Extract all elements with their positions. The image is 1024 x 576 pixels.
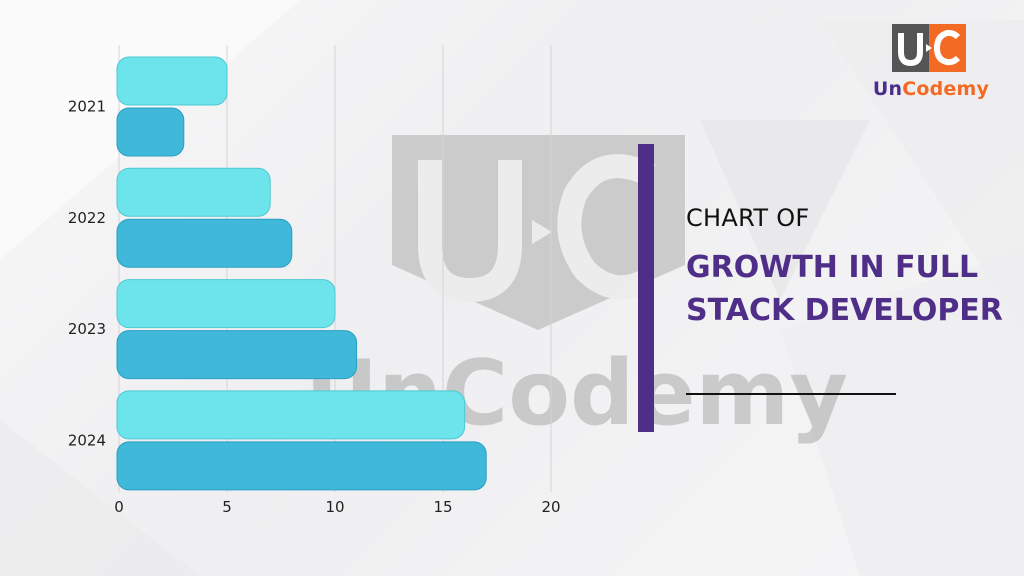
uc-logo-mark xyxy=(892,24,966,72)
x-tick-label: 0 xyxy=(114,498,124,516)
category-labels: 2021 2022 2023 2024 xyxy=(68,98,106,450)
title-accent-bar xyxy=(638,144,654,432)
title-underline xyxy=(686,393,896,395)
bars xyxy=(116,56,487,491)
x-tick-label: 10 xyxy=(325,498,344,516)
logo-wordmark-codemy: Codemy xyxy=(902,78,990,100)
category-label-2023: 2023 xyxy=(68,320,106,338)
bar-2024-1 xyxy=(116,390,466,440)
bar-chart: 2021 2022 2023 2024 0 5 10 15 20 xyxy=(68,45,561,516)
x-tick-label: 20 xyxy=(541,498,560,516)
chart-title-prefix: CHART OF xyxy=(686,204,810,232)
chart-title: GROWTH IN FULL STACK DEVELOPER xyxy=(686,250,1003,328)
bar-2024-2 xyxy=(116,441,487,491)
logo-wordmark: UnCodemy xyxy=(868,78,994,100)
x-tick-labels: 0 5 10 15 20 xyxy=(114,498,560,516)
category-label-2022: 2022 xyxy=(68,209,106,227)
bar-2023-1 xyxy=(116,279,336,329)
logo-wordmark-un: Un xyxy=(872,78,903,100)
category-label-2021: 2021 xyxy=(68,98,106,116)
bar-2022-2 xyxy=(116,218,293,268)
x-tick-label: 15 xyxy=(433,498,452,516)
bar-2023-2 xyxy=(116,330,358,380)
bar-2022-1 xyxy=(116,167,271,217)
x-tick-label: 5 xyxy=(222,498,232,516)
category-label-2024: 2024 xyxy=(68,431,106,449)
bar-2021-2 xyxy=(116,107,185,157)
bar-2021-1 xyxy=(116,56,228,106)
